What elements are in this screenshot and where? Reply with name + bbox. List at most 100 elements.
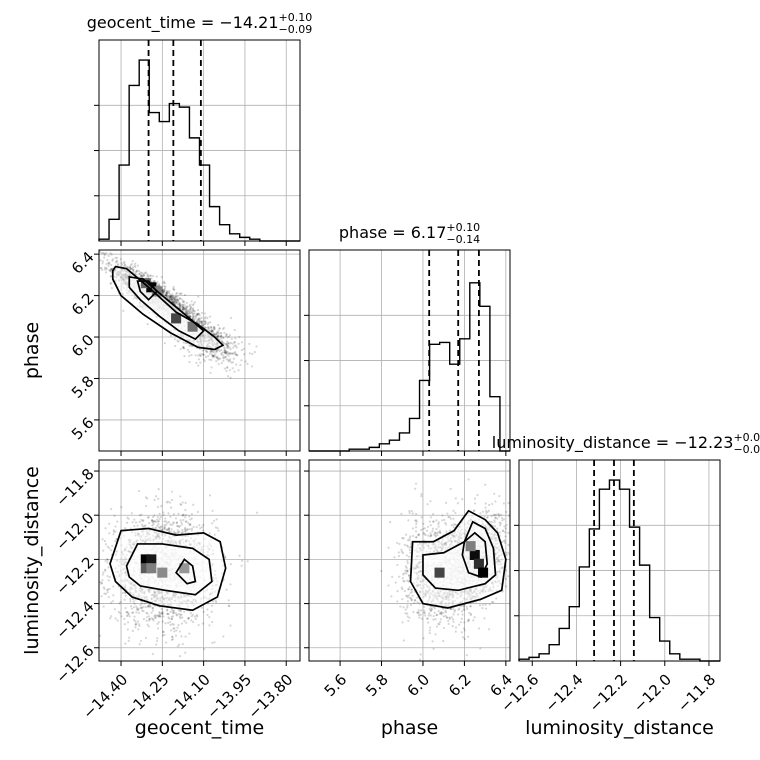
sample-point	[131, 266, 135, 269]
sample-point	[220, 348, 223, 351]
sample-point	[191, 313, 195, 316]
sample-point	[167, 526, 171, 530]
sample-point	[227, 358, 230, 361]
sample-point	[106, 588, 110, 591]
sample-point	[192, 316, 195, 319]
sample-point	[223, 351, 227, 354]
sample-point	[138, 520, 141, 524]
sample-point	[185, 621, 188, 624]
panel-frame	[308, 249, 511, 452]
sample-point	[163, 526, 166, 529]
sample-point	[237, 342, 240, 345]
sample-point	[100, 582, 103, 585]
sample-point	[183, 293, 187, 297]
sample-point	[176, 626, 179, 629]
sample-point	[203, 360, 206, 363]
sample-point	[131, 611, 135, 614]
sample-point	[125, 521, 129, 524]
sample-point	[250, 365, 254, 368]
sample-point	[225, 351, 228, 354]
sample-point	[137, 489, 141, 493]
title-equals: =	[196, 13, 220, 32]
sample-point	[153, 498, 156, 501]
sample-point	[450, 524, 453, 527]
sample-point	[176, 297, 179, 301]
sample-point	[187, 616, 191, 620]
sample-point	[200, 320, 203, 323]
sample-point	[159, 612, 162, 615]
sample-point	[186, 305, 189, 308]
sample-point	[229, 358, 232, 361]
sample-point	[184, 305, 187, 308]
sample-point	[140, 275, 144, 278]
sample-point	[125, 611, 128, 614]
sample-point	[179, 297, 182, 300]
sample-point	[214, 526, 217, 529]
sample-point	[170, 295, 173, 298]
sample-point	[212, 329, 215, 332]
sample-point	[198, 322, 201, 325]
sample-point	[498, 521, 501, 524]
sample-point	[176, 524, 179, 527]
sample-point	[104, 252, 108, 255]
sample-point	[198, 524, 201, 527]
title-name: geocent_time	[87, 13, 196, 33]
sample-point	[140, 275, 143, 278]
sample-point	[147, 516, 150, 519]
sample-point	[157, 488, 160, 491]
sample-point	[181, 305, 185, 309]
sample-point	[212, 331, 215, 334]
sample-point	[147, 604, 150, 607]
sample-point	[179, 524, 182, 527]
sample-point	[95, 580, 97, 582]
sample-point	[493, 492, 496, 495]
sample-point	[233, 341, 236, 344]
sample-point	[140, 602, 144, 605]
sample-point	[188, 632, 191, 635]
sample-point	[165, 609, 169, 612]
sample-point	[178, 302, 181, 305]
sample-point	[190, 300, 193, 303]
sample-point	[189, 309, 192, 313]
sample-point	[237, 369, 240, 372]
sample-point	[180, 635, 183, 638]
sample-point	[226, 336, 229, 339]
sample-point	[100, 581, 104, 585]
sample-point	[193, 315, 196, 318]
sample-point	[232, 346, 235, 349]
sample-point	[110, 286, 113, 290]
sample-point	[116, 619, 119, 622]
sample-point	[238, 554, 241, 557]
sample-point	[123, 260, 126, 263]
sample-point	[181, 501, 184, 504]
sample-point	[185, 306, 188, 309]
sample-point	[147, 521, 151, 525]
sample-point	[217, 323, 220, 327]
sample-point	[120, 506, 123, 509]
sample-point	[130, 607, 133, 610]
sample-point	[190, 619, 193, 622]
sample-point	[120, 261, 123, 265]
sample-point	[164, 517, 167, 520]
sample-point	[84, 536, 86, 538]
sample-point	[156, 622, 159, 625]
sample-point	[161, 611, 164, 614]
sample-point	[203, 317, 207, 320]
sample-point	[108, 262, 111, 265]
sample-point	[116, 520, 119, 523]
sample-point	[181, 514, 184, 517]
sample-point	[112, 530, 116, 533]
sample-point	[207, 326, 210, 329]
y-tick-label: −11.8	[52, 465, 97, 510]
sample-point	[152, 520, 155, 523]
sample-point	[216, 355, 219, 358]
sample-point	[211, 641, 214, 644]
sample-point	[106, 561, 109, 564]
sample-point	[215, 518, 218, 521]
sample-point	[229, 352, 232, 355]
sample-point	[206, 323, 209, 326]
sample-point	[201, 320, 204, 323]
sample-point	[221, 327, 225, 331]
sample-point	[119, 600, 122, 604]
sample-point	[185, 301, 188, 304]
